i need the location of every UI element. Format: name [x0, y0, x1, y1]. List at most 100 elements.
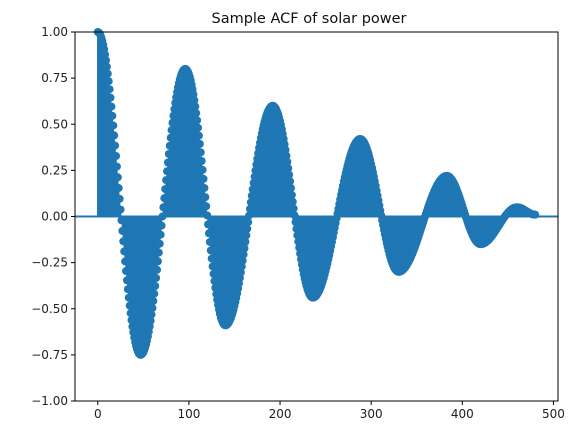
stem-marker	[247, 191, 256, 200]
stem-marker	[245, 204, 254, 213]
stem-marker	[122, 276, 131, 285]
stem-marker	[290, 211, 299, 220]
stem-marker	[193, 116, 202, 125]
stem-marker	[101, 56, 110, 65]
stem-marker	[207, 254, 216, 263]
stem-marker	[292, 224, 301, 233]
stem-marker	[117, 216, 126, 225]
stem-marker	[203, 211, 212, 220]
stem-marker	[211, 283, 220, 292]
stem-marker	[121, 257, 130, 266]
stem-marker	[192, 109, 201, 118]
stem-marker	[158, 212, 167, 221]
stem-marker	[150, 289, 159, 298]
stem-marker	[201, 193, 210, 202]
stem-marker	[108, 111, 117, 120]
stem-marker	[160, 194, 169, 203]
stem-marker	[164, 150, 173, 159]
stem-marker	[127, 316, 136, 325]
stem-marker	[239, 250, 248, 259]
stem-marker	[123, 285, 132, 294]
stem-marker	[114, 184, 123, 193]
stem-marker	[110, 131, 119, 140]
stem-marker	[118, 226, 127, 235]
stem-marker	[206, 246, 215, 255]
y-axis: −1.00 −0.75 −0.50 −0.25 0.00 0.25 0.50 0.75 1.00	[31, 25, 75, 408]
stem-marker	[286, 177, 295, 186]
stem-marker	[204, 229, 213, 238]
stem-marker	[151, 282, 160, 291]
stem-marker	[250, 172, 259, 181]
stem-marker	[194, 131, 203, 140]
stem-marker	[167, 126, 176, 135]
stem-marker	[198, 165, 207, 174]
stem-marker	[209, 269, 218, 278]
stem-marker	[205, 237, 214, 246]
stem-marker	[196, 148, 205, 157]
stem-marker	[124, 293, 133, 302]
stem-marker	[197, 157, 206, 166]
stem-marker	[166, 133, 175, 142]
stem-marker	[202, 202, 211, 211]
stem-marker	[282, 151, 291, 160]
stem-marker	[245, 211, 254, 220]
stem-marker	[106, 93, 115, 102]
stem-marker	[246, 198, 255, 207]
stem-marker	[210, 277, 219, 286]
x-axis: 0 100 200 300 400 500	[94, 401, 565, 421]
stem-marker	[112, 152, 121, 161]
stem-marker	[288, 197, 297, 206]
stem-marker	[208, 262, 217, 271]
stem-marker	[293, 231, 302, 240]
stem-marker	[157, 221, 166, 230]
stem-marker	[284, 164, 293, 173]
x-tick-label: 100	[177, 407, 200, 421]
stem-marker	[244, 218, 253, 227]
stem-marker	[251, 166, 260, 175]
stem-marker	[102, 62, 111, 71]
stem-marker	[249, 178, 258, 187]
stem-marker	[120, 247, 129, 256]
stem-marker	[195, 139, 204, 148]
stem-marker	[148, 304, 157, 313]
stem-marker	[147, 310, 156, 319]
stem-marker	[149, 297, 158, 306]
stem-marker	[248, 185, 257, 194]
stem-marker	[109, 121, 118, 130]
stem-marker	[153, 257, 162, 266]
stem-marker	[165, 141, 174, 150]
x-tick-label: 500	[542, 407, 565, 421]
stem-marker	[191, 102, 200, 111]
stem-marker	[168, 118, 177, 127]
stem-marker	[286, 184, 295, 193]
y-tick-label: 0.25	[41, 163, 68, 177]
stem-marker	[154, 248, 163, 257]
stem-marker	[289, 204, 298, 213]
y-tick-label: 1.00	[41, 25, 68, 39]
x-tick-label: 200	[269, 407, 292, 421]
stem-marker	[125, 301, 134, 310]
stem-marker	[107, 102, 116, 111]
stem-marker	[146, 316, 155, 325]
stem-marker	[112, 162, 121, 171]
stem-marker	[119, 237, 128, 246]
stem-marker	[190, 96, 199, 105]
stem-lines	[97, 32, 536, 355]
x-tick-label: 400	[451, 407, 474, 421]
stem-marker	[105, 85, 114, 94]
stem-marker	[291, 218, 300, 227]
stem-marker	[242, 231, 251, 240]
y-tick-label: 0.50	[41, 117, 68, 131]
stem-marker	[295, 243, 304, 252]
y-tick-label: −0.75	[31, 348, 68, 362]
stem-marker	[237, 262, 246, 271]
stem-marker	[170, 105, 179, 114]
chart-title: Sample ACF of solar power	[211, 11, 406, 27]
stem-marker	[162, 176, 171, 185]
y-tick-label: −0.25	[31, 256, 68, 270]
y-tick-label: −0.50	[31, 302, 68, 316]
stem-marker	[156, 230, 165, 239]
stem-marker	[240, 244, 249, 253]
stem-marker	[200, 183, 209, 192]
